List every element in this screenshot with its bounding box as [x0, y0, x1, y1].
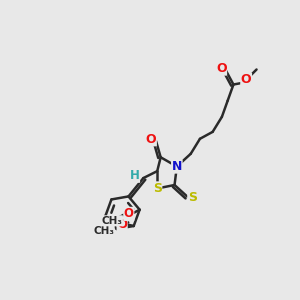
Text: N: N	[172, 160, 182, 173]
Text: O: O	[146, 133, 156, 146]
Text: CH₃: CH₃	[101, 216, 122, 226]
Text: O: O	[216, 62, 226, 75]
Text: O: O	[117, 218, 127, 231]
Text: H: H	[130, 169, 140, 182]
Text: O: O	[124, 207, 134, 220]
Text: S: S	[188, 191, 197, 204]
Text: CH₃: CH₃	[93, 226, 114, 236]
Text: S: S	[153, 182, 162, 195]
Text: O: O	[241, 74, 251, 86]
